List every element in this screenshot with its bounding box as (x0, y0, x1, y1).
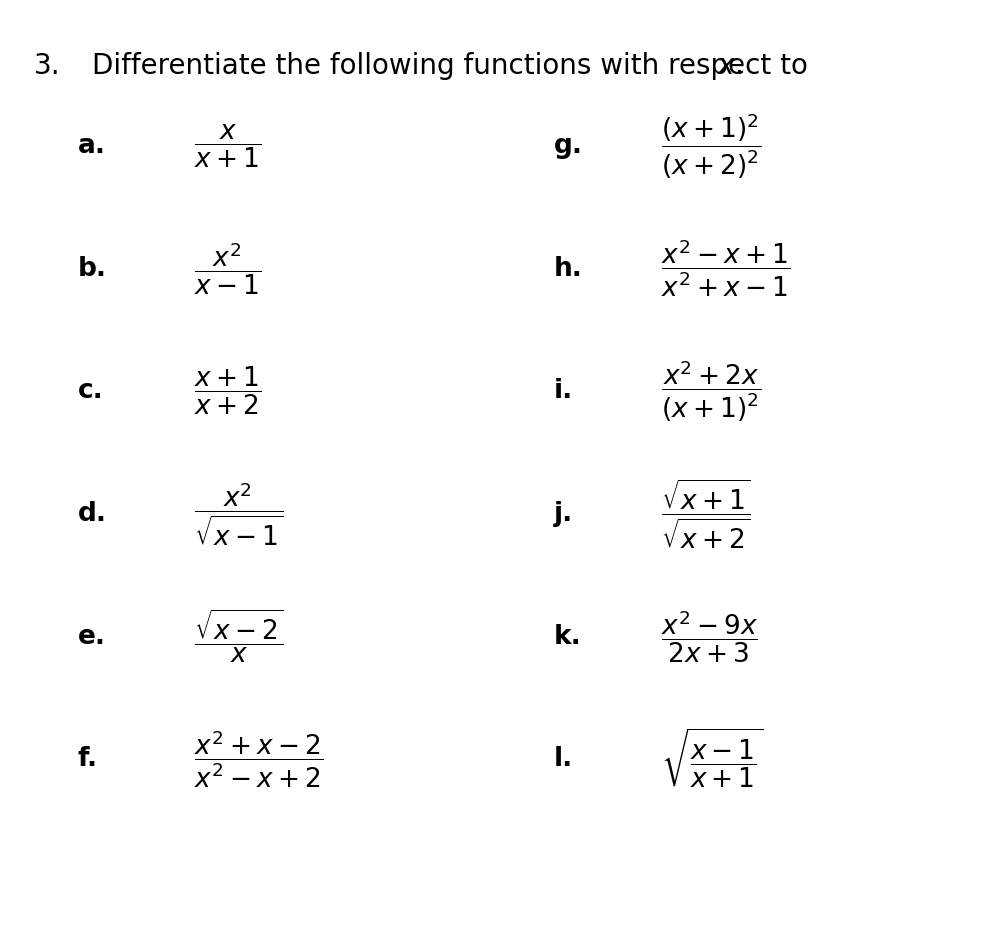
Text: k.: k. (553, 623, 581, 650)
Text: $\dfrac{x^2-x+1}{x^2+x-1}$: $\dfrac{x^2-x+1}{x^2+x-1}$ (661, 239, 790, 299)
Text: .: . (736, 52, 745, 80)
Text: g.: g. (553, 133, 583, 159)
Text: $\dfrac{x^2}{\sqrt{x-1}}$: $\dfrac{x^2}{\sqrt{x-1}}$ (194, 480, 284, 548)
Text: l.: l. (553, 746, 573, 772)
Text: $\dfrac{x^2+x-2}{x^2-x+2}$: $\dfrac{x^2+x-2}{x^2-x+2}$ (194, 729, 323, 789)
Text: h.: h. (553, 256, 582, 282)
Text: $\dfrac{x+1}{x+2}$: $\dfrac{x+1}{x+2}$ (194, 365, 262, 418)
Text: e.: e. (78, 623, 106, 650)
Text: $\dfrac{\sqrt{x-2}}{x}$: $\dfrac{\sqrt{x-2}}{x}$ (194, 607, 284, 666)
Text: Differentiate the following functions with respect to: Differentiate the following functions wi… (93, 52, 818, 80)
Text: $x$: $x$ (717, 52, 737, 80)
Text: $\dfrac{\sqrt{x+1}}{\sqrt{x+2}}$: $\dfrac{\sqrt{x+1}}{\sqrt{x+2}}$ (661, 477, 750, 551)
Text: d.: d. (78, 501, 107, 527)
Text: $\dfrac{x^2+2x}{(x+1)^2}$: $\dfrac{x^2+2x}{(x+1)^2}$ (661, 358, 761, 424)
Text: j.: j. (553, 501, 573, 527)
Text: $\dfrac{x^2-9x}{2x+3}$: $\dfrac{x^2-9x}{2x+3}$ (661, 608, 758, 665)
Text: $\sqrt{\dfrac{x-1}{x+1}}$: $\sqrt{\dfrac{x-1}{x+1}}$ (661, 727, 763, 791)
Text: $\dfrac{x^2}{x-1}$: $\dfrac{x^2}{x-1}$ (194, 240, 262, 297)
Text: a.: a. (78, 133, 106, 159)
Text: $\dfrac{(x+1)^2}{(x+2)^2}$: $\dfrac{(x+1)^2}{(x+2)^2}$ (661, 111, 761, 181)
Text: 3.: 3. (34, 52, 61, 80)
Text: c.: c. (78, 378, 104, 405)
Text: $\dfrac{x}{x+1}$: $\dfrac{x}{x+1}$ (194, 123, 262, 170)
Text: b.: b. (78, 256, 107, 282)
Text: f.: f. (78, 746, 98, 772)
Text: i.: i. (553, 378, 573, 405)
